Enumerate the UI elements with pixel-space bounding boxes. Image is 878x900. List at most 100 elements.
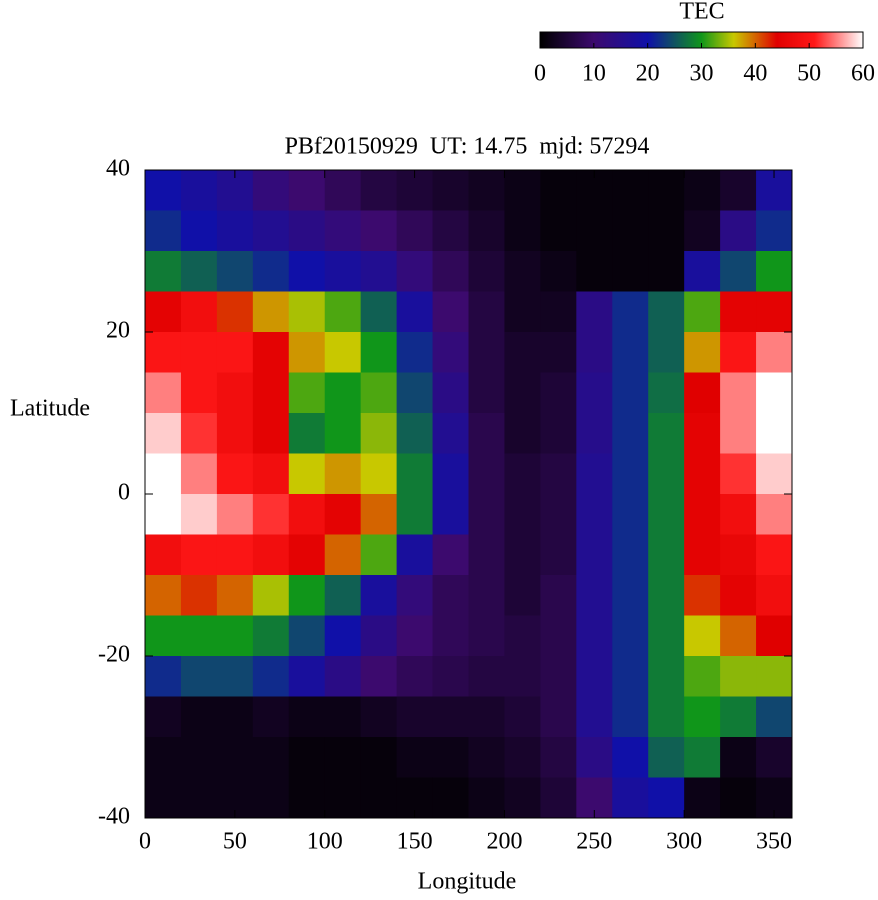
heatmap-cell bbox=[576, 494, 613, 535]
heatmap-cell bbox=[612, 494, 649, 535]
heatmap-cell bbox=[145, 615, 182, 657]
heatmap-cell bbox=[612, 453, 649, 495]
heatmap-cell bbox=[540, 413, 577, 454]
heatmap-cell bbox=[324, 615, 362, 657]
heatmap-cell bbox=[288, 575, 326, 616]
heatmap-cell bbox=[145, 251, 182, 292]
heatmap-cell bbox=[540, 696, 577, 738]
chart-title: PBf20150929 UT: 14.75 mjd: 57294 bbox=[285, 134, 650, 160]
heatmap-cell bbox=[720, 332, 757, 373]
x-tick-label: 50 bbox=[223, 829, 247, 855]
heatmap-cell bbox=[432, 453, 469, 495]
heatmap-cell bbox=[396, 534, 434, 576]
heatmap-cell bbox=[720, 453, 757, 495]
heatmap-cell bbox=[504, 170, 541, 211]
heatmap-cell bbox=[180, 372, 218, 414]
heatmap-cell bbox=[324, 413, 362, 454]
heatmap-cell bbox=[396, 251, 434, 292]
heatmap-cell bbox=[648, 170, 685, 211]
heatmap-cell bbox=[145, 575, 182, 616]
heatmap-cell bbox=[180, 210, 218, 252]
heatmap-cell bbox=[324, 291, 362, 333]
heatmap-cell bbox=[648, 291, 685, 333]
heatmap-cell bbox=[216, 332, 254, 373]
heatmap-cell bbox=[684, 372, 721, 414]
heatmap-cell bbox=[360, 453, 398, 495]
heatmap-cell bbox=[756, 656, 793, 697]
heatmap-cell bbox=[145, 696, 182, 738]
heatmap-cell bbox=[432, 777, 469, 819]
heatmap-cell bbox=[648, 453, 685, 495]
heatmap-cell bbox=[432, 615, 469, 657]
heatmap-cell bbox=[720, 210, 757, 252]
heatmap-cell bbox=[288, 453, 326, 495]
y-axis-label: Latitude bbox=[10, 396, 90, 422]
colorbar-tick-label: 50 bbox=[797, 61, 821, 87]
heatmap-cell bbox=[288, 615, 326, 657]
heatmap-cell bbox=[360, 737, 398, 778]
heatmap-cell bbox=[504, 696, 541, 738]
heatmap-cell bbox=[396, 737, 434, 778]
heatmap-cell bbox=[576, 575, 613, 616]
heatmap-cell bbox=[576, 453, 613, 495]
heatmap-cell bbox=[180, 696, 218, 738]
heatmap-cell bbox=[396, 696, 434, 738]
heatmap-cell bbox=[612, 372, 649, 414]
heatmap-cell bbox=[468, 372, 505, 414]
y-tick-label: 0 bbox=[118, 480, 130, 506]
heatmap-cell bbox=[720, 494, 757, 535]
heatmap-cell bbox=[396, 453, 434, 495]
heatmap-cell bbox=[684, 453, 721, 495]
heatmap-cell bbox=[576, 210, 613, 252]
heatmap-cell bbox=[360, 413, 398, 454]
heatmap-cell bbox=[684, 170, 721, 211]
heatmap-cell bbox=[684, 737, 721, 778]
heatmap-cell bbox=[684, 251, 721, 292]
heatmap-cell bbox=[468, 170, 505, 211]
heatmap-cell bbox=[180, 332, 218, 373]
heatmap-cell bbox=[324, 210, 362, 252]
heatmap-cell bbox=[504, 737, 541, 778]
heatmap-cell bbox=[720, 291, 757, 333]
heatmap-cell bbox=[145, 737, 182, 778]
heatmap-cell bbox=[145, 170, 182, 211]
heatmap-cell bbox=[468, 777, 505, 819]
heatmap-cell bbox=[648, 210, 685, 252]
heatmap-cell bbox=[360, 210, 398, 252]
heatmap-cell bbox=[145, 777, 182, 819]
heatmap-cell bbox=[252, 575, 290, 616]
heatmap-cell bbox=[396, 332, 434, 373]
heatmap-cell bbox=[684, 777, 721, 819]
heatmap-cell bbox=[504, 210, 541, 252]
heatmap-cell bbox=[180, 413, 218, 454]
y-tick-label: 20 bbox=[106, 318, 130, 344]
heatmap-cell bbox=[396, 494, 434, 535]
heatmap-cell bbox=[324, 494, 362, 535]
heatmap-cell bbox=[612, 615, 649, 657]
heatmap-cell bbox=[288, 332, 326, 373]
heatmap-cell bbox=[756, 413, 793, 454]
heatmap-cell bbox=[360, 534, 398, 576]
heatmap-cell bbox=[612, 291, 649, 333]
heatmap-cell bbox=[720, 615, 757, 657]
heatmap-cell bbox=[576, 413, 613, 454]
heatmap-cell bbox=[756, 575, 793, 616]
heatmap-cell bbox=[756, 251, 793, 292]
heatmap-cell bbox=[684, 615, 721, 657]
heatmap-cell bbox=[468, 453, 505, 495]
heatmap-cell bbox=[360, 332, 398, 373]
heatmap-cell bbox=[540, 210, 577, 252]
heatmap-cell bbox=[756, 615, 793, 657]
x-tick-label: 200 bbox=[486, 829, 522, 855]
heatmap-cell bbox=[720, 575, 757, 616]
heatmap-cell bbox=[756, 291, 793, 333]
heatmap-cell bbox=[468, 210, 505, 252]
heatmap-cell bbox=[396, 656, 434, 697]
heatmap-cell bbox=[576, 332, 613, 373]
heatmap-cell bbox=[180, 575, 218, 616]
heatmap-cell bbox=[216, 413, 254, 454]
heatmap-cell bbox=[216, 737, 254, 778]
heatmap-cell bbox=[252, 615, 290, 657]
heatmap-cell bbox=[540, 453, 577, 495]
heatmap-cell bbox=[145, 413, 182, 454]
